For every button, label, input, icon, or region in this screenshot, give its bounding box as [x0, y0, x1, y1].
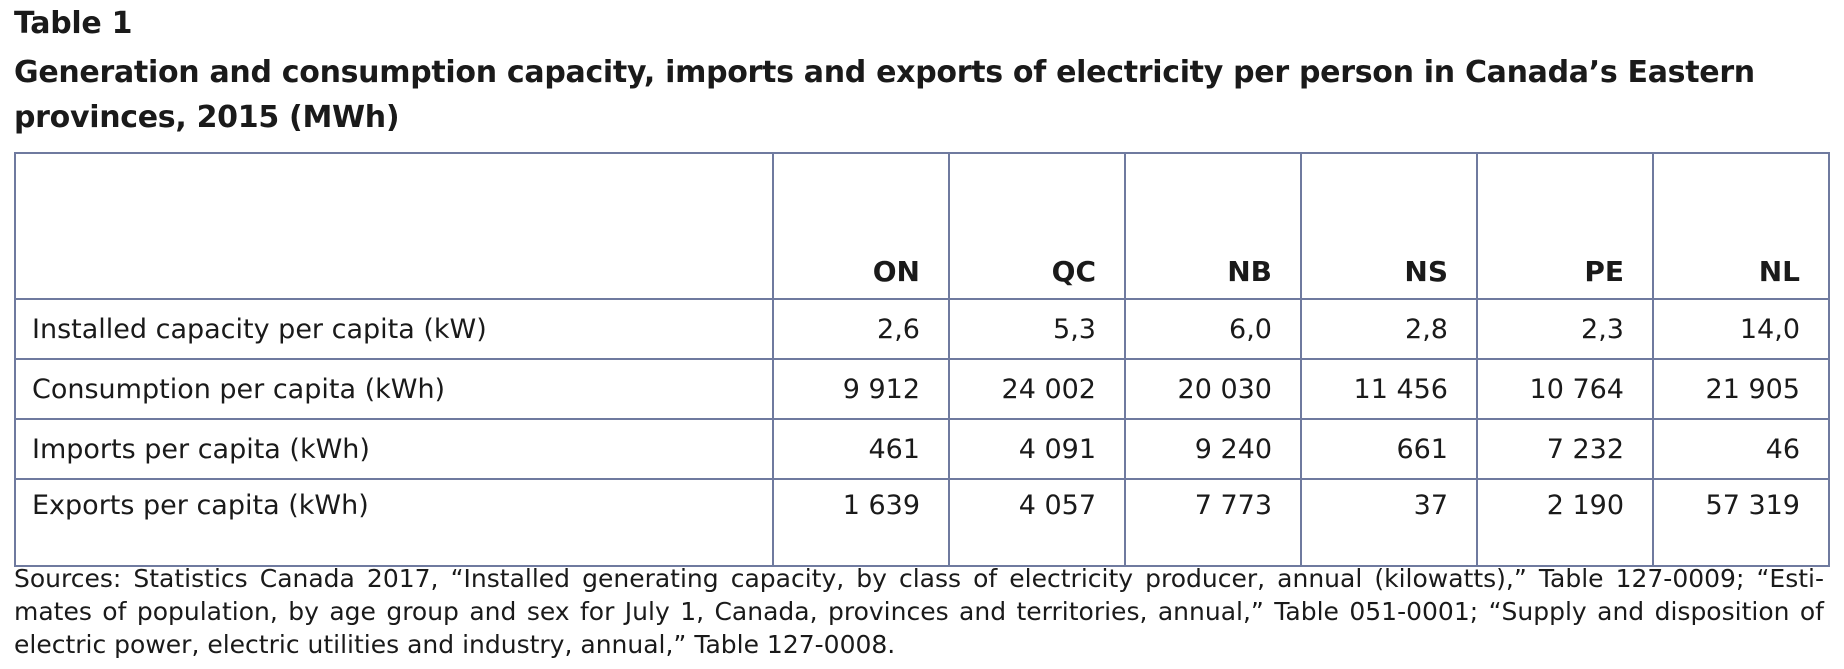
- header-cell-pe: PE: [1476, 152, 1654, 300]
- row-label: Imports per capita (kWh): [14, 418, 774, 480]
- table-cell: 5,3: [948, 298, 1126, 360]
- table-cell: 2,3: [1476, 298, 1654, 360]
- table-cell: 2,8: [1300, 298, 1478, 360]
- table-cell: 9 240: [1124, 418, 1302, 480]
- table-cell: 2,6: [772, 298, 950, 360]
- table-cell: 24 002: [948, 358, 1126, 420]
- table-cell: 4 091: [948, 418, 1126, 480]
- header-cell-qc: QC: [948, 152, 1126, 300]
- row-label: Exports per capita (kWh): [14, 478, 774, 567]
- header-row: ON QC NB NS PE NL: [14, 152, 1830, 300]
- table-row: Exports per capita (kWh) 1 639 4 057 7 7…: [14, 478, 1830, 567]
- table-cell: 20 030: [1124, 358, 1302, 420]
- table-label: Table 1: [14, 6, 133, 41]
- row-label: Consumption per capita (kWh): [14, 358, 774, 420]
- table-cell: 9 912: [772, 358, 950, 420]
- header-cell-on: ON: [772, 152, 950, 300]
- table-cell: 661: [1300, 418, 1478, 480]
- table-cell: 6,0: [1124, 298, 1302, 360]
- table-cell: 46: [1652, 418, 1830, 480]
- table-cell: 461: [772, 418, 950, 480]
- table-cell: 37: [1300, 478, 1478, 567]
- table-cell: 57 319: [1652, 478, 1830, 567]
- header-cell-nb: NB: [1124, 152, 1302, 300]
- table-cell: 11 456: [1300, 358, 1478, 420]
- header-cell-empty: [14, 152, 774, 300]
- table-row: Imports per capita (kWh) 461 4 091 9 240…: [14, 418, 1830, 480]
- data-table: ON QC NB NS PE NL Installed capacity per…: [14, 152, 1830, 567]
- table-row: Consumption per capita (kWh) 9 912 24 00…: [14, 358, 1830, 420]
- header-cell-nl: NL: [1652, 152, 1830, 300]
- table-cell: 10 764: [1476, 358, 1654, 420]
- table-title: Generation and consumption capacity, imp…: [14, 55, 1755, 135]
- table-cell: 21 905: [1652, 358, 1830, 420]
- table-cell: 7 232: [1476, 418, 1654, 480]
- table-cell: 2 190: [1476, 478, 1654, 567]
- table-cell: 7 773: [1124, 478, 1302, 567]
- table-row: Installed capacity per capita (kW) 2,6 5…: [14, 298, 1830, 360]
- table-cell: 4 057: [948, 478, 1126, 567]
- header-cell-ns: NS: [1300, 152, 1478, 300]
- table-cell: 1 639: [772, 478, 950, 567]
- row-label: Installed capacity per capita (kW): [14, 298, 774, 360]
- table-cell: 14,0: [1652, 298, 1830, 360]
- sources-note: Sources: Statistics Canada 2017, “Instal…: [14, 564, 1824, 659]
